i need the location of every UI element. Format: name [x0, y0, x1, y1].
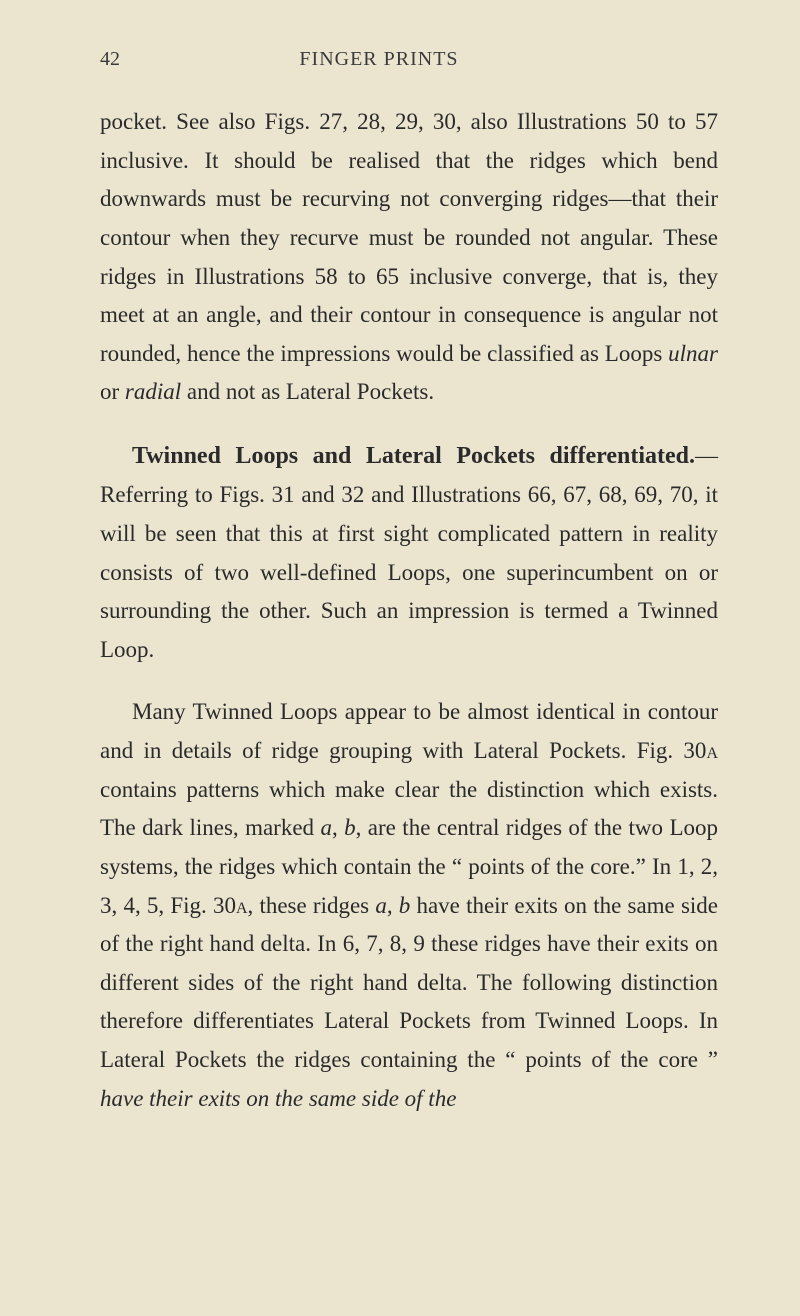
text-run: or	[100, 379, 125, 404]
italic-text: a	[320, 815, 332, 840]
italic-text: radial	[125, 379, 181, 404]
text-run: —Referring to Figs. 31 and 32 and Illust…	[100, 443, 718, 662]
text-run: , these ridges	[248, 893, 376, 918]
text-run: Many Twinned Loops appear to be almost i…	[100, 699, 718, 763]
italic-text: b	[399, 893, 411, 918]
smallcaps-text: a	[236, 893, 248, 918]
italic-text: have their exits on the same side of the	[100, 1086, 456, 1111]
paragraph-3: Many Twinned Loops appear to be almost i…	[100, 693, 718, 1118]
section-heading: Twinned Loops and Lateral Pockets differ…	[132, 443, 695, 469]
italic-text: a	[375, 893, 387, 918]
text-run: and not as Lateral Pockets.	[181, 379, 434, 404]
text-run: ,	[332, 815, 344, 840]
text-run: ,	[387, 893, 399, 918]
text-run: have their exits on the same side of the…	[100, 893, 718, 1073]
body-text: pocket. See also Figs. 27, 28, 29, 30, a…	[100, 103, 718, 1118]
italic-text: b	[344, 815, 356, 840]
smallcaps-text: a	[706, 738, 718, 763]
page-number: 42	[100, 48, 120, 71]
paragraph-2: Twinned Loops and Lateral Pockets differ…	[100, 436, 718, 669]
page-header: 42 FINGER PRINTS	[100, 48, 718, 71]
paragraph-1: pocket. See also Figs. 27, 28, 29, 30, a…	[100, 103, 718, 412]
italic-text: ulnar	[668, 341, 718, 366]
running-title: FINGER PRINTS	[299, 48, 458, 71]
text-run: pocket. See also Figs. 27, 28, 29, 30, a…	[100, 109, 718, 366]
